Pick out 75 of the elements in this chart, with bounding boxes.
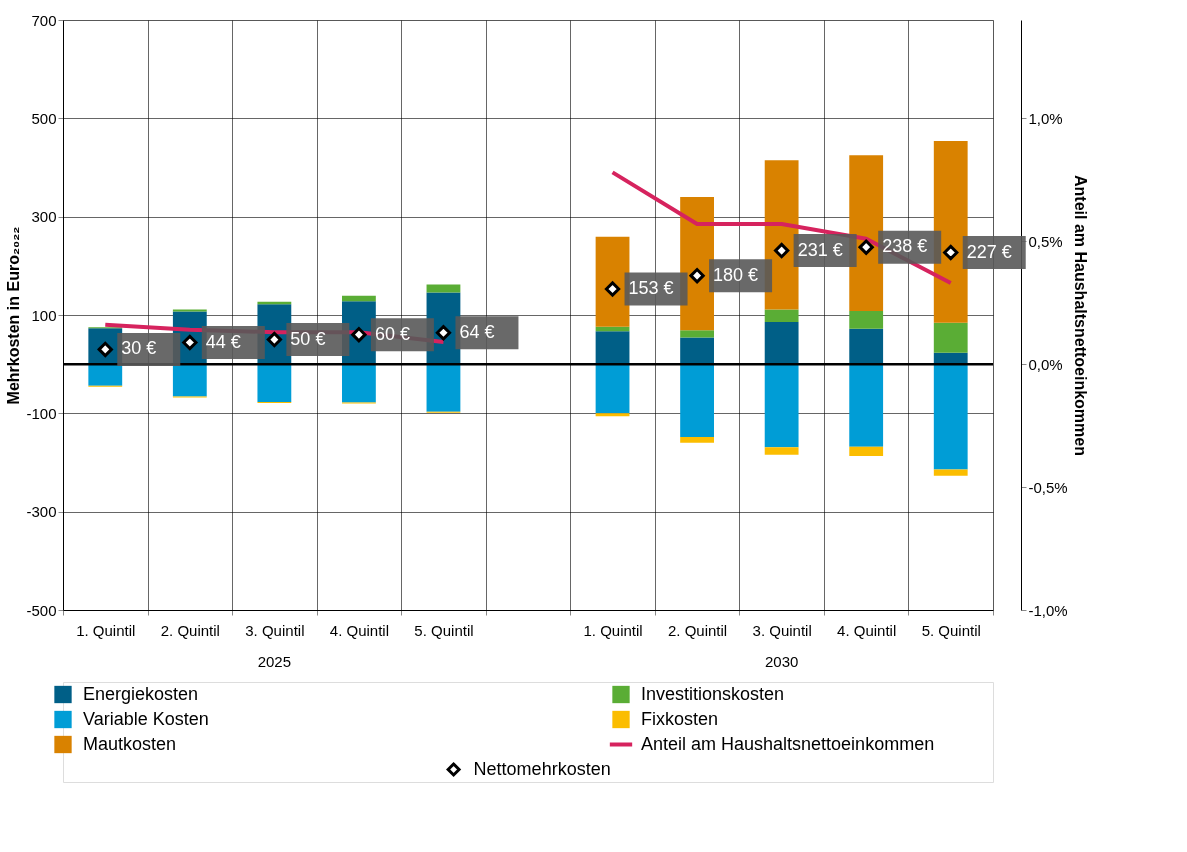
data-label: 64 € — [459, 321, 495, 342]
bar — [595, 236, 630, 327]
x-tick-label: 1. Quintil — [76, 621, 136, 639]
data-label: 60 € — [374, 323, 410, 344]
legend-label: Mautkosten — [83, 733, 177, 754]
data-label: 44 € — [205, 331, 241, 352]
point — [689, 268, 705, 284]
bar — [849, 311, 884, 329]
y-tick-label: -500 — [26, 601, 57, 619]
data-label: 238 € — [882, 236, 928, 257]
bar — [595, 364, 630, 414]
bar — [680, 364, 714, 437]
legend-label: Variable Kosten — [83, 708, 209, 729]
text: 2025 — [257, 653, 292, 670]
bar — [680, 330, 714, 338]
y-tick-label: 700 — [31, 11, 57, 29]
data-label: 153 € — [628, 277, 674, 298]
bar — [933, 322, 968, 353]
bar — [172, 364, 207, 397]
bar — [764, 364, 799, 448]
data-label: 231 € — [797, 239, 843, 260]
bar — [88, 364, 123, 386]
bar — [933, 469, 968, 476]
bar — [426, 364, 461, 412]
y-tick-label: 100 — [31, 306, 57, 324]
bar — [680, 436, 714, 443]
bar — [933, 140, 968, 323]
bar — [764, 321, 799, 365]
x-tick-label: 4. Quintil — [329, 621, 390, 639]
y2-tick-label: -1,0% — [1028, 601, 1068, 619]
y-tick-label: -100 — [26, 404, 57, 422]
legend-label: Fixkosten — [641, 708, 719, 729]
legend-label: Nettomehrkosten — [473, 758, 611, 779]
x-tick-label: 2. Quintil — [160, 621, 220, 639]
bar — [849, 364, 884, 447]
data-label: 30 € — [121, 338, 157, 359]
bar — [257, 364, 292, 403]
bar — [342, 295, 376, 302]
point — [943, 244, 959, 261]
bar — [680, 337, 714, 365]
y-axis-title: Mehrkosten in Euro₂₀₂₂ — [5, 226, 23, 405]
point — [774, 242, 790, 259]
text: 2030 — [764, 653, 799, 670]
y2-axis-title: Anteil am Haushaltsnettoeinkommen — [1071, 175, 1089, 456]
y2-tick-label: 1,0% — [1028, 109, 1063, 127]
bar — [342, 364, 376, 403]
legend-label: Anteil am Haushaltsnettoeinkommen — [641, 733, 935, 754]
point — [435, 325, 452, 341]
x-tick-label: 4. Quintil — [837, 621, 897, 639]
bar — [849, 328, 884, 365]
y-tick-label: -300 — [26, 503, 57, 521]
y2-tick-label: 0,0% — [1028, 355, 1063, 373]
y-tick-label: 500 — [31, 109, 57, 127]
x-tick-label: 2. Quintil — [667, 621, 728, 639]
x-tick-label: 1. Quintil — [583, 621, 643, 639]
bar — [764, 447, 799, 455]
data-label: 180 € — [713, 264, 759, 285]
point — [858, 239, 874, 255]
x-tick-label: 3. Quintil — [245, 621, 305, 639]
legend-label: Investitionskosten — [641, 683, 785, 704]
legend-label: Energiekosten — [83, 683, 199, 704]
bar — [933, 364, 968, 470]
data-label: 50 € — [290, 328, 326, 349]
point — [604, 281, 621, 297]
bar — [849, 446, 884, 457]
x-tick-label: 5. Quintil — [414, 621, 474, 639]
bar — [595, 331, 630, 365]
data-label: 227 € — [966, 241, 1012, 262]
y2-tick-label: -0,5% — [1028, 478, 1068, 496]
x-tick-label: 3. Quintil — [752, 621, 812, 639]
bar — [764, 309, 799, 322]
x-tick-label: 5. Quintil — [921, 621, 981, 639]
y-tick-label: 300 — [31, 208, 57, 226]
bar — [595, 413, 630, 417]
y2-tick-label: 0,5% — [1028, 232, 1063, 250]
